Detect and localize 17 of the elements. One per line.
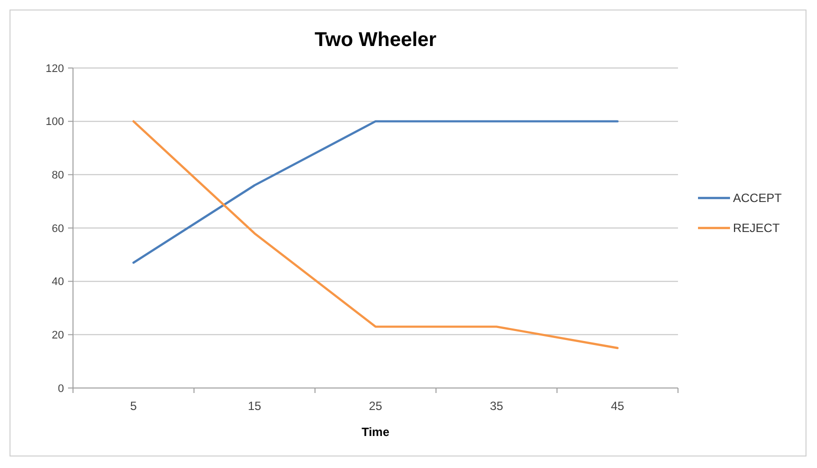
x-tick-label: 45 xyxy=(610,399,624,413)
x-axis-title: Time xyxy=(362,425,390,439)
y-tick-label: 80 xyxy=(52,170,64,182)
y-tick-label: 60 xyxy=(52,222,64,235)
y-tick-label: 20 xyxy=(52,330,64,342)
x-tick-label: 5 xyxy=(130,399,138,413)
y-tick-label: 120 xyxy=(46,62,64,75)
line-series xyxy=(132,120,619,350)
y-tick-label: 100 xyxy=(46,116,64,128)
x-tick-label: 15 xyxy=(248,399,262,413)
y-tick-label: 0 xyxy=(58,382,64,395)
legend-label: REJECT xyxy=(733,221,780,236)
x-tick-label: 25 xyxy=(368,399,382,413)
x-tick-label: 35 xyxy=(490,399,504,413)
chart-title: Two Wheeler xyxy=(314,29,437,51)
legend-label: ACCEPT xyxy=(733,191,782,206)
y-tick-label: 40 xyxy=(52,276,64,288)
